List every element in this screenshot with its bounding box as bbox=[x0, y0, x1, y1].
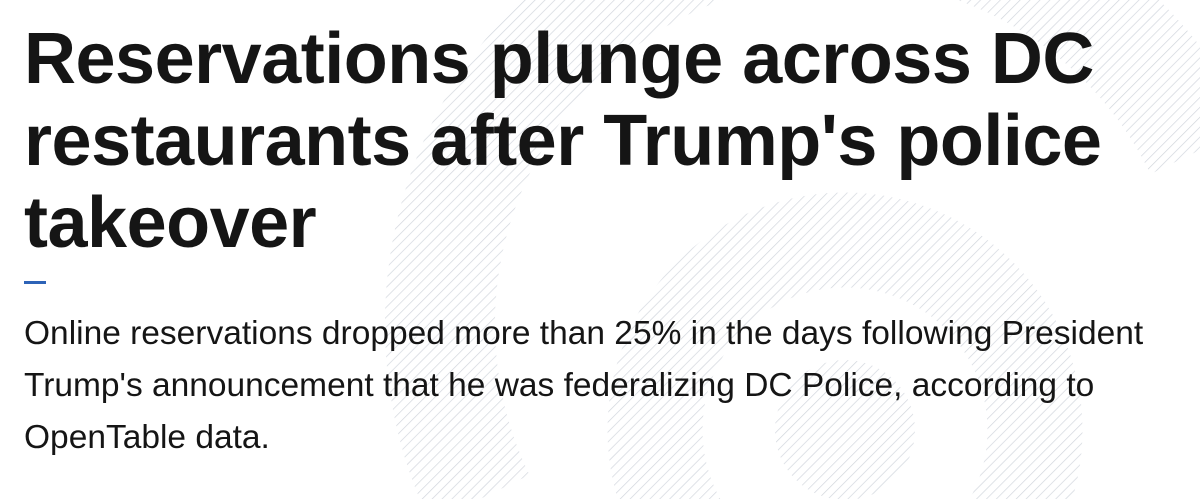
article-headline: Reservations plunge across DC restaurant… bbox=[24, 19, 1102, 263]
accent-divider bbox=[24, 281, 46, 284]
article-dek: Online reservations dropped more than 25… bbox=[24, 315, 1144, 456]
